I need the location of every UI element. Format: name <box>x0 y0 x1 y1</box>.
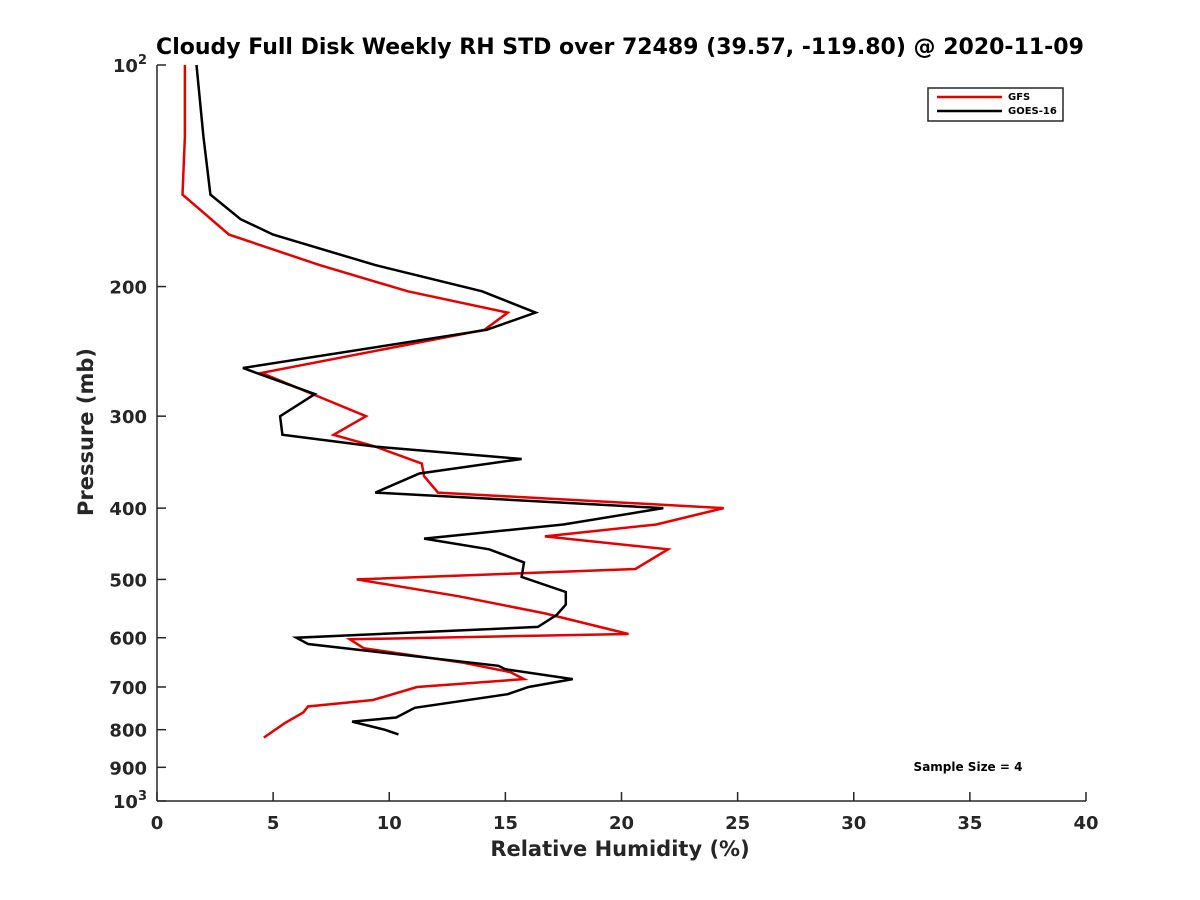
x-tick-label: 15 <box>493 813 518 834</box>
axes: 0 5 10 15 20 25 30 35 40 102 200 300 400 500 600 700 800… <box>109 53 1098 834</box>
legend-label-goes16: GOES-16 <box>1008 106 1057 117</box>
x-tick-label: 30 <box>841 813 866 834</box>
y-tick-label: 700 <box>109 678 147 699</box>
x-tick-label: 5 <box>267 813 280 834</box>
y-tick-label: 102 <box>113 53 147 77</box>
y-tick-label: 200 <box>109 278 147 299</box>
series-layer <box>181 64 724 739</box>
legend-box <box>927 87 1064 122</box>
y-tick-label: 900 <box>109 758 147 779</box>
y-tick-label: 600 <box>109 629 147 650</box>
y-axis-label: Pressure (mb) <box>74 348 98 516</box>
y-tick-label: 800 <box>109 721 147 742</box>
x-tick-label: 0 <box>151 813 164 834</box>
x-tick-label: 25 <box>725 813 750 834</box>
y-tick-label: 400 <box>109 499 147 520</box>
y-tick-label: 103 <box>113 789 147 813</box>
x-tick-label: 10 <box>377 813 402 834</box>
series-line-goes-16 <box>195 64 664 736</box>
x-axis-label: Relative Humidity (%) <box>490 837 749 861</box>
series-line-gfs <box>181 65 724 739</box>
sample-size-annotation: Sample Size = 4 <box>914 760 1023 774</box>
legend-label-gfs: GFS <box>1008 92 1030 103</box>
x-tick-label: 40 <box>1073 813 1098 834</box>
y-tick-label: 300 <box>109 407 147 428</box>
chart-title: Cloudy Full Disk Weekly RH STD over 7248… <box>156 35 1084 60</box>
y-tick-label: 500 <box>109 570 147 591</box>
x-tick-label: 20 <box>609 813 634 834</box>
legend: GFS GOES-16 <box>927 87 1064 122</box>
x-tick-label: 35 <box>957 813 982 834</box>
